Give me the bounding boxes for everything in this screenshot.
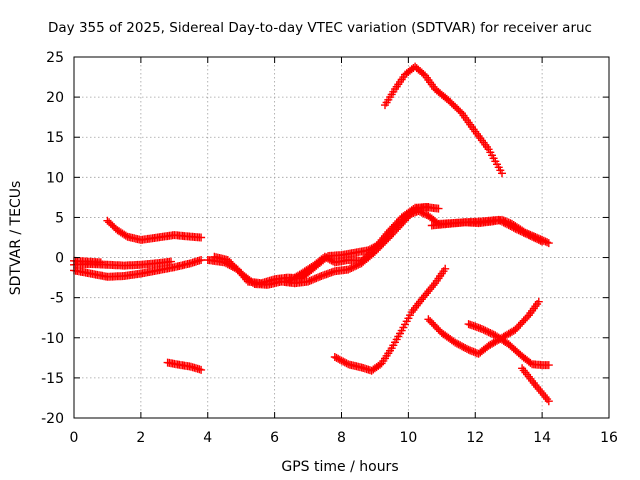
- data-point-markers: [284, 203, 433, 286]
- data-point-markers: [518, 364, 553, 406]
- data-series: [330, 264, 450, 375]
- data-point-markers: [381, 62, 506, 178]
- grid: [74, 57, 609, 418]
- x-tick-label: 2: [136, 430, 145, 446]
- axis-ticks: 0 2 4 6 8 10 12 14 16 -20 -15 -10 -5 0 5 10 15 20 25: [41, 50, 618, 446]
- y-tick-label: 10: [46, 170, 64, 186]
- chart-title: Day 355 of 2025, Sidereal Day-to-day VTE…: [48, 20, 592, 36]
- y-tick-label: 20: [46, 90, 64, 106]
- data-points: [70, 62, 553, 406]
- data-point-markers: [427, 215, 547, 246]
- y-axis-label: SDTVAR / TECUs: [8, 181, 24, 296]
- y-tick-label: 15: [46, 130, 64, 146]
- x-tick-label: 12: [466, 430, 484, 446]
- data-series: [103, 216, 206, 244]
- y-tick-label: -15: [41, 371, 64, 387]
- y-tick-label: 25: [46, 50, 64, 66]
- data-series: [464, 320, 553, 370]
- x-tick-label: 6: [270, 430, 279, 446]
- data-series: [284, 203, 433, 286]
- data-series: [518, 364, 553, 406]
- x-tick-label: 4: [203, 430, 212, 446]
- y-tick-label: 0: [55, 251, 64, 267]
- x-tick-label: 16: [600, 430, 618, 446]
- y-tick-label: -20: [41, 411, 64, 427]
- y-tick-label: 5: [55, 210, 64, 226]
- data-point-markers: [330, 264, 450, 375]
- x-tick-label: 10: [399, 430, 417, 446]
- y-tick-label: -5: [50, 291, 64, 307]
- data-series: [381, 62, 506, 178]
- x-tick-label: 0: [70, 430, 79, 446]
- x-tick-label: 8: [337, 430, 346, 446]
- x-axis-label: GPS time / hours: [281, 459, 398, 475]
- data-series: [163, 358, 206, 374]
- y-tick-label: -10: [41, 331, 64, 347]
- data-point-markers: [163, 358, 206, 374]
- x-tick-label: 14: [533, 430, 551, 446]
- data-series: [427, 215, 547, 246]
- data-point-markers: [103, 216, 206, 244]
- data-point-markers: [464, 320, 553, 370]
